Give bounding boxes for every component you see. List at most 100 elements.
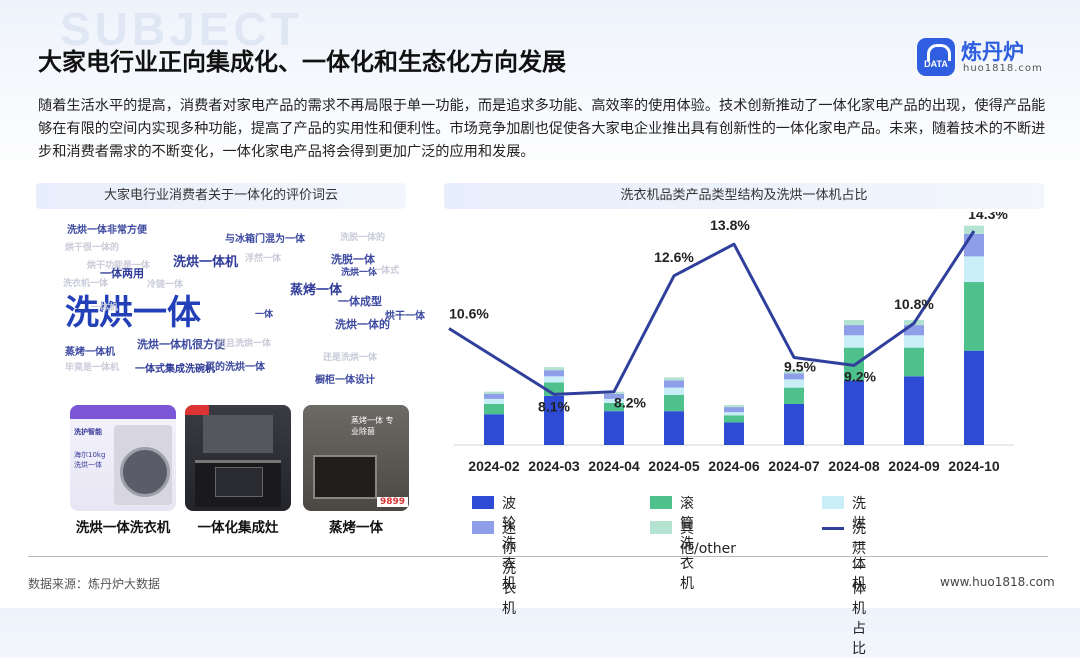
bar-segment xyxy=(604,402,624,412)
bar-segment xyxy=(484,398,504,404)
line-data-label: 10.8% xyxy=(894,296,934,312)
bar-segment xyxy=(664,394,684,412)
word-cloud-term: 浮然一体 xyxy=(245,254,282,264)
word-cloud-term: 一体机 xyxy=(91,303,119,313)
legend-item: 洗烘一体机占比 xyxy=(822,518,866,658)
bar-segment xyxy=(964,233,984,257)
bar-segment xyxy=(724,422,744,445)
bar-segment xyxy=(724,415,744,423)
bar-segment xyxy=(964,282,984,351)
legend-item: 滚筒洗衣机 xyxy=(650,493,694,593)
legend-label: 迷你洗衣机 xyxy=(502,521,516,617)
x-tick-label: 2024-07 xyxy=(768,458,820,474)
share-line xyxy=(448,230,976,396)
bar-segment xyxy=(724,405,744,408)
word-cloud-term: 蒸烤一体机 xyxy=(65,347,115,358)
line-data-label: 13.8% xyxy=(710,217,750,233)
brand-logo[interactable]: DATA 炼丹炉 huo1818.com xyxy=(917,38,1057,78)
bar-segment xyxy=(904,376,924,445)
line-data-label: 10.6% xyxy=(449,305,489,321)
bar-segment xyxy=(784,387,804,404)
data-source: 数据来源：炼丹炉大数据 xyxy=(28,577,161,591)
x-tick-label: 2024-06 xyxy=(708,458,760,474)
bar-segment xyxy=(964,256,984,283)
photo-caption-oven: 蒸烤一体 xyxy=(329,520,383,536)
word-cloud-title: 大家电行业消费者关于一体化的评价词云 xyxy=(36,183,406,209)
chart-title: 洗衣机品类产品类型结构及洗烘一体机占比 xyxy=(444,183,1044,209)
bar-segment xyxy=(844,325,864,336)
word-cloud-term: 洗衣机一体 xyxy=(63,279,109,289)
bar-segment xyxy=(784,404,804,445)
bar-segment xyxy=(604,393,624,399)
legend-label: 洗烘一体机占比 xyxy=(852,521,866,657)
bar-segment xyxy=(844,319,864,326)
legend-item: 洗烘一体机 xyxy=(822,493,866,593)
bar-segment xyxy=(724,412,744,416)
bar-segment xyxy=(544,395,564,445)
line-data-label: 12.6% xyxy=(654,249,694,265)
word-cloud-term: 洗烘一体 xyxy=(65,293,201,333)
legend-label: 洗烘一体机 xyxy=(852,496,866,592)
stacked-bar-line-chart: 2024-02 2024-03 2024-04 2024-05 2024-06 2024-… xyxy=(448,212,1014,474)
washer-dryer-photo: 洗护智能 海尔10kg 洗烘一体 xyxy=(70,405,176,511)
footer-url: www.huo1818.com xyxy=(940,575,1055,589)
bar-segment xyxy=(964,350,984,445)
bar-segment xyxy=(484,414,504,445)
bar-segment xyxy=(544,370,564,377)
photo-caption-stove: 一体化集成灶 xyxy=(197,520,279,536)
footer-divider xyxy=(28,556,1048,557)
legend-label: 波轮洗衣机 xyxy=(502,496,516,592)
x-tick-label: 2024-02 xyxy=(468,458,520,474)
bar-segment xyxy=(604,411,624,445)
legend-swatch xyxy=(472,496,494,509)
x-tick-label: 2024-08 xyxy=(828,458,880,474)
photo-caption-washer: 洗烘一体洗衣机 xyxy=(75,520,171,536)
bar-segment xyxy=(544,376,564,383)
word-cloud-term: 毕竟是一体机 xyxy=(65,363,120,373)
integrated-stove-photo xyxy=(185,405,291,511)
word-cloud-term: 买的洗烘一体 xyxy=(205,362,265,373)
bar-segment xyxy=(664,411,684,445)
x-tick-label: 2024-03 xyxy=(528,458,580,474)
legend-line-swatch xyxy=(822,527,844,530)
bar-segment xyxy=(904,347,924,377)
word-cloud-term: 洗脱一体 xyxy=(331,253,375,266)
page-title: 大家电行业正向集成化、一体化和生态化方向发展 xyxy=(38,48,566,76)
word-cloud-term: 西且洗烘一体 xyxy=(217,339,272,349)
word-cloud-term: 一体成型 xyxy=(338,295,382,308)
bar-segment xyxy=(484,404,504,415)
bar-segment xyxy=(844,335,864,348)
word-cloud-term: 烘干一体 xyxy=(385,311,425,322)
x-tick-label: 2024-05 xyxy=(648,458,700,474)
word-cloud-term: 洗烘一体的 xyxy=(335,318,390,331)
legend-label: 其他/other xyxy=(680,521,737,557)
x-tick-label: 2024-10 xyxy=(948,458,1000,474)
bar-segment xyxy=(484,391,504,394)
word-cloud-term: 一体两用 xyxy=(100,267,144,280)
x-tick-label: 2024-04 xyxy=(588,458,640,474)
word-cloud-term: 烘干很一体的 xyxy=(65,243,120,253)
bar-segment xyxy=(904,325,924,336)
bar-segment xyxy=(544,367,564,371)
legend-label: 滚筒洗衣机 xyxy=(680,496,694,592)
legend-swatch xyxy=(650,496,672,509)
word-cloud-term: 洗烘一体机很方便 xyxy=(137,338,225,351)
bar-segment xyxy=(964,225,984,234)
background-watermark-text: SUBJECT xyxy=(60,3,303,55)
word-cloud-term: 蒸烤一体 xyxy=(290,283,343,298)
bar-segment xyxy=(664,377,684,381)
word-cloud-term: 橱柜一体设计 xyxy=(315,375,375,386)
word-cloud-term: 洗脱一体的 xyxy=(340,233,386,243)
word-cloud-term: 洗烘一体 xyxy=(341,268,378,278)
steam-oven-photo: 蒸烤一体 专业除菌 9899 xyxy=(303,405,409,511)
word-cloud: 洗烘一体非常方便 烘干很一体的 与冰箱门混为一体 洗脱一体的 烘干功能是一体 洗衣机一体蒸… xyxy=(55,215,425,395)
word-cloud-term: 一体式集成洗碗机 xyxy=(135,364,215,375)
bar-segment xyxy=(784,370,804,374)
bar-segment xyxy=(664,380,684,388)
word-cloud-term: 一体 xyxy=(255,310,274,320)
logo-name: 炼丹炉 xyxy=(961,40,1024,64)
word-cloud-term: 与冰箱门混为一体 xyxy=(225,234,305,245)
bar-segment xyxy=(784,373,804,380)
bar-segment xyxy=(604,398,624,403)
legend-swatch xyxy=(822,496,844,509)
